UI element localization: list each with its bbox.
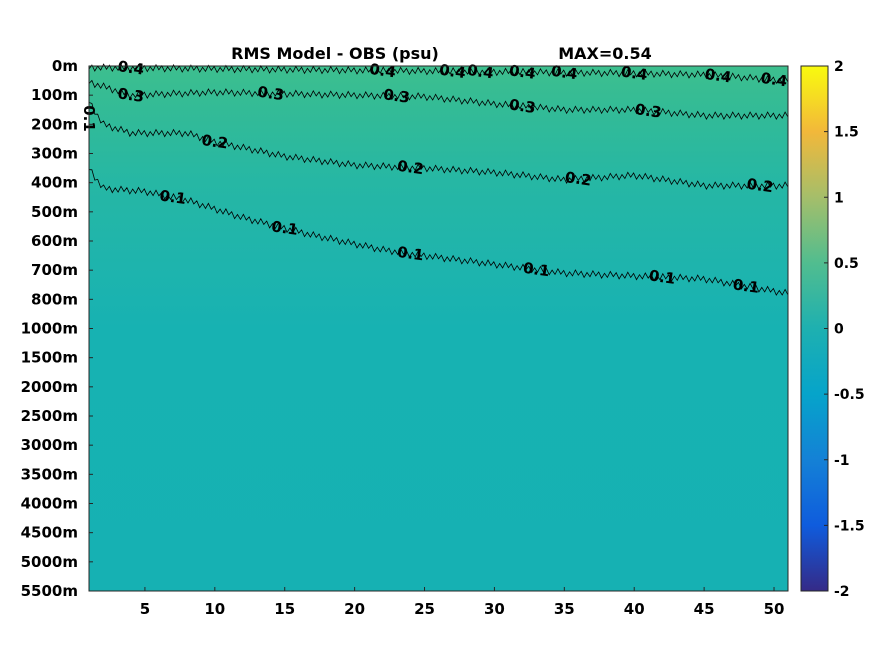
- y-tick-label: 5500m: [21, 582, 78, 600]
- colorbar-tick-label: -2: [834, 584, 850, 600]
- y-tick-label: 100m: [31, 86, 78, 104]
- contour-label: 0.4: [438, 61, 467, 83]
- contour-label: 0.1: [158, 186, 187, 208]
- y-tick-label: 4500m: [21, 524, 78, 542]
- x-tick-label: 25: [414, 600, 435, 618]
- contour-label: 0.4: [368, 60, 397, 82]
- x-tick-label: 5: [140, 600, 150, 618]
- colorbar-tick-label: 1.5: [834, 125, 859, 141]
- contour-label: 0.4: [550, 62, 579, 84]
- contour-line: [88, 63, 789, 85]
- x-axis: 5 10 15 20 25 30 35 40 45 50: [140, 587, 785, 618]
- x-tick-label: 45: [694, 600, 715, 618]
- contour-label: 0.3: [508, 95, 537, 117]
- x-tick-label: 10: [204, 600, 225, 618]
- contour-label: 0.1: [522, 259, 551, 281]
- x-tick-label: 30: [484, 600, 505, 618]
- contour-label: 0.2: [746, 175, 775, 197]
- contour-label: 0.2: [200, 131, 229, 153]
- y-tick-label: 2500m: [21, 407, 78, 425]
- colorbar: [800, 65, 829, 592]
- contour-label: 0.2: [396, 157, 425, 179]
- contour-label: 0.4: [466, 61, 495, 83]
- colorbar-axis: 2 1.5 1 0.5 0 -0.5 -1 -1.5 -2: [824, 59, 865, 600]
- contour-label: 0.1: [732, 275, 761, 297]
- y-tick-label: 500m: [31, 203, 78, 221]
- colorbar-tick-label: 1: [834, 190, 844, 206]
- contour-label: 0.3: [117, 84, 146, 106]
- y-axis: 0m 100m 200m 300m 400m 500m 600m 700m 800m 1000m 1…: [21, 57, 93, 600]
- contour-line: [88, 169, 789, 296]
- colorbar-tick-label: 2: [834, 59, 844, 75]
- y-tick-label: 400m: [31, 174, 78, 192]
- y-tick-label: 800m: [31, 290, 78, 308]
- x-tick-label: 35: [554, 600, 575, 618]
- x-tick-label: 40: [624, 600, 645, 618]
- y-tick-label: 0m: [52, 57, 78, 75]
- contour-label: 0.4: [704, 65, 733, 87]
- contour-line: [88, 102, 789, 190]
- y-tick-label: 3500m: [21, 465, 78, 483]
- contour-label: 0.4: [508, 61, 537, 83]
- colorbar-tick-label: 0.5: [834, 256, 859, 272]
- contour-label: 0.3: [256, 83, 285, 105]
- contour-label: 0.4: [117, 57, 146, 79]
- y-tick-label: 1000m: [21, 320, 78, 338]
- colorbar-tick-label: -0.5: [834, 387, 865, 403]
- contour-label: 0.3: [382, 85, 411, 107]
- colorbar-tick-label: -1.5: [834, 518, 865, 534]
- x-tick-label: 50: [764, 600, 785, 618]
- heatmap-field: [89, 66, 788, 591]
- y-tick-label: 700m: [31, 261, 78, 279]
- contour-label: 0.4: [760, 69, 789, 91]
- y-tick-label: 200m: [31, 115, 78, 133]
- contour-label: 0.1: [648, 266, 677, 288]
- contour-label: 0.4: [620, 63, 649, 85]
- y-tick-label: 1500m: [21, 349, 78, 367]
- contour-label: 0.1: [270, 217, 299, 239]
- x-tick-label: 20: [344, 600, 365, 618]
- y-tick-label: 3000m: [21, 436, 78, 454]
- y-tick-label: 2000m: [21, 378, 78, 396]
- max-label: MAX=0.54: [558, 44, 652, 63]
- contour-label: 0.1: [396, 243, 425, 265]
- contour-label: 0.2: [564, 168, 593, 190]
- y-tick-label: 4000m: [21, 495, 78, 513]
- x-tick-label: 15: [274, 600, 295, 618]
- chart-title: RMS Model - OBS (psu): [231, 44, 439, 63]
- colorbar-tick-label: -1: [834, 453, 850, 469]
- y-tick-label: 300m: [31, 145, 78, 163]
- contour-label: 0.3: [634, 100, 663, 122]
- contour-line: [88, 79, 789, 120]
- y-tick-label: 600m: [31, 232, 78, 250]
- colorbar-tick-label: 0: [834, 322, 844, 338]
- y-tick-label: 5000m: [21, 553, 78, 571]
